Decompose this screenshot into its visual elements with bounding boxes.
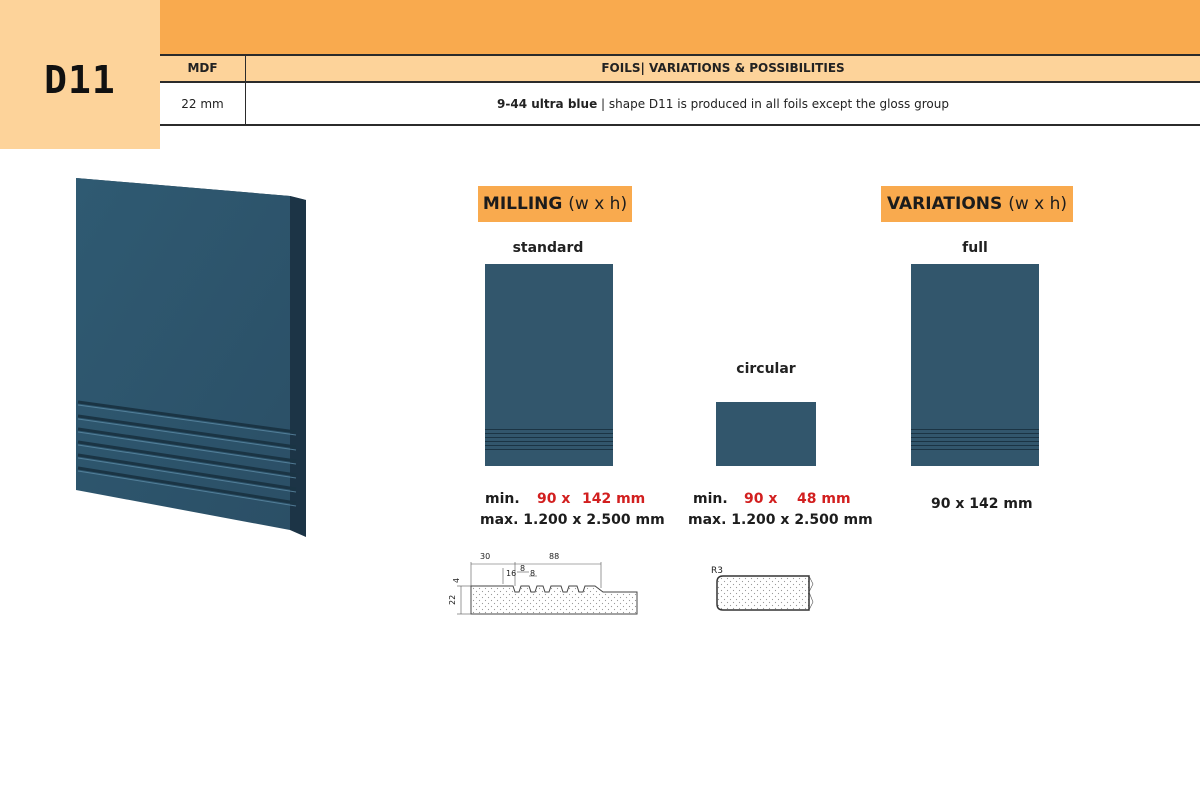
header-row-band	[160, 55, 1200, 82]
dim-30: 30	[480, 552, 490, 561]
variations-label: VARIATIONS (w x h)	[881, 186, 1073, 222]
variations-label-main: VARIATIONS	[887, 194, 1003, 214]
full-caption: full	[962, 240, 988, 256]
radius-label: R3	[711, 566, 723, 576]
code-box	[0, 0, 160, 149]
circular-panel	[716, 402, 816, 466]
standard-min-width: 90 x	[537, 491, 571, 507]
foil-name: 9-44 ultra blue	[497, 97, 598, 111]
circular-max: max. 1.200 x 2.500 mm	[688, 512, 873, 528]
dim-8a: 8	[520, 564, 525, 573]
standard-min-label: min.	[485, 491, 520, 507]
table-top-rule	[160, 54, 1200, 56]
standard-caption: standard	[512, 240, 584, 256]
table-column-divider	[245, 55, 246, 125]
product-code: D11	[44, 58, 116, 102]
milling-label: MILLING (w x h)	[478, 186, 632, 222]
profile-cross-section-drawing: 30 88 16 8 8 4 22	[448, 552, 638, 615]
full-size: 90 x 142 mm	[931, 496, 1033, 512]
table-bottom-rule	[160, 124, 1200, 126]
dim-16: 16	[506, 569, 516, 578]
edge-radius-drawing: R3	[711, 566, 814, 611]
circular-min-height: 48 mm	[797, 491, 851, 507]
thickness-cell: 22 mm	[181, 97, 224, 111]
milling-label-main: MILLING	[482, 194, 563, 214]
full-panel	[911, 264, 1039, 466]
dim-22: 22	[448, 595, 457, 605]
foils-header: FOILS| VARIATIONS & POSSIBILITIES	[601, 61, 845, 75]
circular-min-width: 90 x	[744, 491, 778, 507]
table-header-rule	[160, 81, 1200, 83]
dim-88: 88	[549, 552, 559, 561]
foil-description: 9-44 ultra blue | shape D11 is produced …	[246, 83, 1200, 125]
circular-min-label: min.	[693, 491, 728, 507]
door-panel-illustration	[76, 178, 306, 537]
top-band	[160, 0, 1200, 55]
standard-panel	[485, 264, 613, 466]
dim-4: 4	[452, 578, 461, 583]
dim-8b: 8	[530, 569, 535, 578]
material-header: MDF	[187, 61, 218, 75]
milling-label-sub: (w x h)	[568, 194, 628, 214]
circular-caption: circular	[736, 361, 796, 377]
variations-label-sub: (w x h)	[1008, 194, 1067, 214]
standard-max: max. 1.200 x 2.500 mm	[480, 512, 665, 528]
foil-note: | shape D11 is produced in all foils exc…	[597, 97, 949, 111]
standard-min-height: 142 mm	[582, 491, 646, 507]
